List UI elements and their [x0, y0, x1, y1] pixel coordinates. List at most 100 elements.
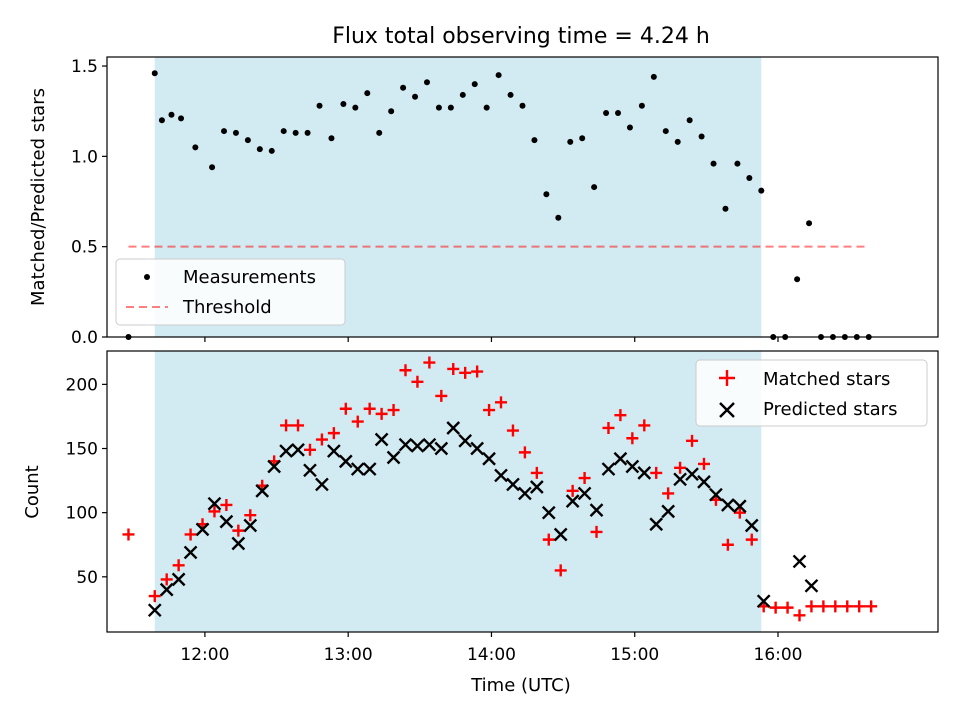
- matched-star-point: [805, 600, 818, 613]
- measurement-point: [364, 90, 371, 97]
- y-tick-label: 150: [66, 440, 98, 460]
- measurement-point: [268, 147, 275, 154]
- matched-star-point: [399, 364, 412, 377]
- measurement-point: [674, 138, 681, 145]
- measurement-point: [591, 184, 598, 191]
- matched-star-point: [148, 590, 161, 603]
- legend-label-threshold: Threshold: [182, 297, 272, 318]
- observing-window-shade-bottom: [154, 351, 762, 632]
- matched-star-point: [602, 421, 615, 434]
- measurement-point: [328, 135, 335, 142]
- predicted-star-point: [279, 444, 293, 458]
- predicted-star-point: [386, 450, 401, 465]
- matched-star-point: [638, 419, 651, 432]
- measurement-point: [746, 175, 753, 182]
- measurement-point: [376, 129, 383, 136]
- measurement-point: [686, 117, 693, 124]
- measurement-point: [603, 110, 610, 116]
- measurement-point: [316, 102, 323, 109]
- matched-star-point: [781, 601, 794, 614]
- predicted-star-point: [601, 462, 616, 476]
- measurement-point: [151, 70, 158, 77]
- measurement-point: [412, 93, 419, 100]
- x-axis-label: Time (UTC): [470, 675, 571, 696]
- measurement-point: [806, 220, 813, 227]
- predicted-star-point: [291, 442, 305, 457]
- x-tick-label: 13:00: [324, 645, 373, 665]
- predicted-star-point: [553, 527, 568, 542]
- measurement-point: [256, 146, 263, 153]
- matched-star-point: [829, 600, 842, 613]
- predicted-star-point: [195, 522, 210, 537]
- count-points: [122, 356, 878, 622]
- matched-star-point: [554, 564, 567, 577]
- predicted-star-point: [494, 468, 508, 483]
- legend-label-measurements: Measurements: [183, 267, 316, 288]
- measurement-point: [626, 124, 633, 131]
- measurement-point: [722, 205, 729, 212]
- measurement-point: [543, 191, 550, 198]
- measurement-point: [340, 100, 347, 107]
- matched-star-point: [662, 487, 675, 500]
- matched-star-point: [542, 533, 555, 546]
- matched-star-point: [853, 600, 866, 613]
- axes-frame-top: [106, 56, 939, 338]
- matched-star-point: [435, 389, 448, 402]
- measurement-point: [698, 133, 705, 140]
- matched-star-point: [160, 573, 173, 586]
- matched-star-point: [721, 538, 734, 551]
- y-axis-label-top: Matched/Predicted stars: [28, 88, 49, 306]
- y-tick-label: 200: [66, 375, 98, 395]
- predicted-star-point: [267, 459, 282, 474]
- predicted-star-point: [589, 503, 604, 517]
- measurement-point: [710, 160, 717, 167]
- y-tick-label: 1.5: [71, 57, 98, 77]
- matched-star-point: [363, 402, 376, 415]
- matched-star-point: [614, 409, 627, 422]
- y-tick-label: 100: [66, 504, 98, 524]
- measurement-point: [495, 72, 502, 79]
- measurement-point: [459, 91, 466, 98]
- x-tick-label: 15:00: [610, 645, 659, 665]
- legend-marker-measurements: [144, 274, 150, 280]
- matched-star-point: [745, 533, 758, 546]
- matched-star-point: [530, 466, 543, 479]
- matched-star-point: [327, 427, 340, 440]
- predicted-star-point: [518, 486, 532, 501]
- matched-star-point: [375, 407, 388, 420]
- matched-star-point: [459, 366, 472, 379]
- y-tick-label: 0.5: [71, 238, 98, 258]
- measurement-point: [555, 214, 562, 221]
- predicted-star-point: [255, 484, 270, 498]
- axes-frame-bottom: [106, 350, 939, 633]
- legend-top: Measurements Threshold: [115, 258, 346, 326]
- measurement-point: [483, 104, 490, 111]
- measurement-point: [178, 115, 185, 122]
- predicted-star-point: [697, 475, 711, 489]
- measurement-point: [794, 276, 801, 283]
- measurement-point: [423, 79, 430, 86]
- chart-title: Flux total observing time = 4.24 h: [332, 24, 710, 49]
- measurement-point: [567, 138, 574, 145]
- matched-star-point: [650, 466, 663, 479]
- matched-star-point: [184, 528, 197, 541]
- measurement-point: [292, 129, 299, 136]
- legend-box-bottom: [695, 359, 928, 427]
- matched-star-point: [590, 525, 603, 538]
- predicted-star-point: [470, 441, 484, 456]
- predicted-star-point: [410, 439, 425, 453]
- matched-star-point: [232, 524, 245, 537]
- measurement-point: [758, 187, 765, 194]
- x-tick-label: 16:00: [754, 645, 803, 665]
- predicted-star-point: [649, 517, 664, 532]
- matched-star-point: [315, 433, 328, 446]
- matched-star-point: [172, 559, 185, 572]
- predicted-star-point: [446, 421, 461, 435]
- measurement-point: [650, 73, 657, 80]
- y-ticks-bottom: 50 100 150 200: [66, 375, 107, 588]
- matched-star-point: [686, 434, 699, 447]
- legend-bottom: Matched stars Predicted stars: [695, 359, 928, 427]
- predicted-star-point: [804, 578, 819, 593]
- predicted-star-point: [171, 572, 186, 587]
